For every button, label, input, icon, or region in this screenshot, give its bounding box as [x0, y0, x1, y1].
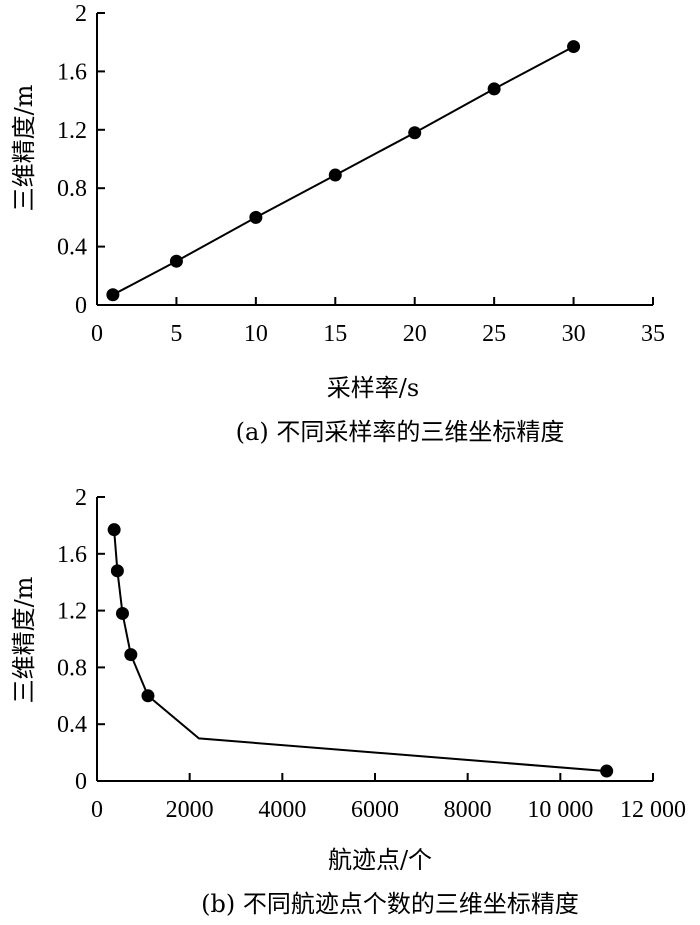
- y-tick-label: 2: [75, 1, 87, 27]
- x-tick-label: 0: [91, 797, 103, 823]
- x-tick-label: 6000: [351, 797, 399, 823]
- x-tick-label: 12 000: [620, 797, 686, 823]
- chart-a-ylabel: 三维精度/m: [10, 84, 38, 211]
- chart-b: 0 0.4 0.8 1.2 1.6 2 0 2000 4000 6000 8000 10 000 12…: [10, 485, 686, 918]
- chart-a: 0 0.4 0.8 1.2 1.6 2 0 5 10 15 20 25 30 35 三维精度/m 采样率…: [10, 1, 665, 446]
- x-tick-label: 10 000: [527, 797, 593, 823]
- chart-a-caption: (a) 不同采样率的三维坐标精度: [236, 418, 565, 446]
- y-tick-label: 0.4: [57, 712, 87, 738]
- x-tick-label: 35: [641, 321, 665, 347]
- chart-a-series: [106, 40, 581, 302]
- chart-a-y-ticks: 0 0.4 0.8 1.2 1.6 2: [57, 1, 105, 319]
- x-tick-label: 5: [170, 321, 182, 347]
- y-tick-label: 0.8: [57, 655, 87, 681]
- chart-b-x-ticks: 0 2000 4000 6000 8000 10 000 12 000: [91, 773, 686, 823]
- x-tick-label: 30: [562, 321, 586, 347]
- chart-b-caption: (b) 不同航迹点个数的三维坐标精度: [201, 890, 579, 918]
- data-point: [249, 210, 263, 224]
- data-point: [600, 764, 614, 778]
- y-tick-label: 0.8: [57, 176, 87, 202]
- data-point: [408, 126, 422, 140]
- y-tick-label: 0.4: [57, 235, 87, 261]
- y-tick-label: 1.2: [57, 118, 87, 144]
- y-tick-label: 0: [75, 293, 87, 319]
- chart-a-x-ticks: 0 5 10 15 20 25 30 35: [91, 297, 665, 347]
- data-point: [141, 689, 155, 703]
- series-line: [112, 45, 575, 296]
- y-tick-label: 1.6: [57, 59, 87, 85]
- y-tick-label: 2: [75, 485, 87, 511]
- chart-b-y-ticks: 0 0.4 0.8 1.2 1.6 2: [57, 485, 105, 795]
- data-point: [115, 606, 129, 620]
- series-line: [113, 529, 607, 773]
- data-point: [124, 648, 138, 662]
- data-point: [328, 168, 342, 182]
- chart-a-axes: [96, 13, 653, 306]
- chart-b-ylabel: 三维精度/m: [10, 576, 38, 703]
- data-point: [107, 523, 121, 537]
- chart-b-series: [107, 523, 614, 778]
- y-tick-label: 1.6: [57, 542, 87, 568]
- data-point: [567, 40, 581, 54]
- y-tick-label: 1.2: [57, 599, 87, 625]
- chart-a-xlabel: 采样率/s: [327, 374, 419, 402]
- data-point: [106, 288, 120, 302]
- x-tick-label: 8000: [444, 797, 492, 823]
- data-point: [110, 564, 124, 578]
- x-tick-label: 15: [323, 321, 347, 347]
- x-tick-label: 25: [482, 321, 506, 347]
- chart-b-xlabel: 航迹点/个: [328, 846, 432, 874]
- x-tick-label: 0: [91, 321, 103, 347]
- chart-b-axes: [96, 497, 653, 782]
- data-point: [487, 82, 501, 96]
- x-tick-label: 2000: [166, 797, 214, 823]
- x-tick-label: 20: [403, 321, 427, 347]
- data-point: [169, 254, 183, 268]
- y-tick-label: 0: [75, 769, 87, 795]
- x-tick-label: 10: [244, 321, 268, 347]
- x-tick-label: 4000: [258, 797, 306, 823]
